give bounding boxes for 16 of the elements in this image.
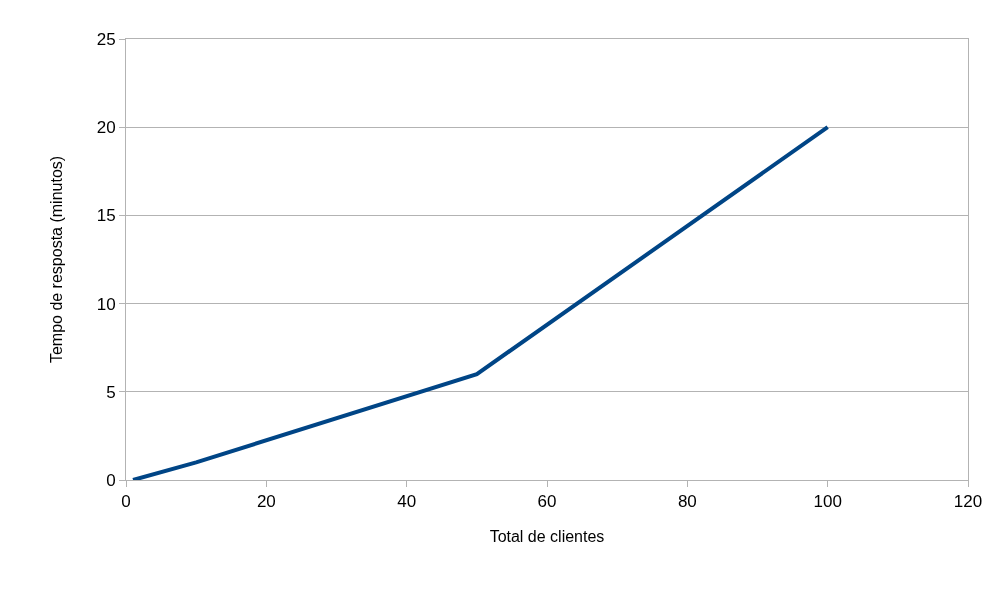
y-axis-title: Tempo de resposta (minutos) [47, 155, 65, 364]
x-tick-label: 40 [397, 492, 417, 512]
x-tick-label: 100 [813, 492, 842, 512]
y-tick-label: 5 [106, 382, 116, 402]
line-series [131, 125, 830, 480]
y-tick-label: 25 [96, 29, 116, 49]
y-tick-label: 0 [106, 470, 116, 490]
y-tick-label: 10 [96, 294, 116, 314]
x-tick-label: 20 [256, 492, 276, 512]
y-tick-label: 15 [96, 206, 116, 226]
x-tick-label: 80 [677, 492, 697, 512]
y-tick-label: 20 [96, 118, 116, 138]
x-tick-label: 120 [953, 492, 983, 512]
x-tick-label: 0 [121, 492, 131, 512]
x-axis-title: Total de clientes [489, 528, 605, 546]
x-tick-label: 60 [537, 492, 557, 512]
